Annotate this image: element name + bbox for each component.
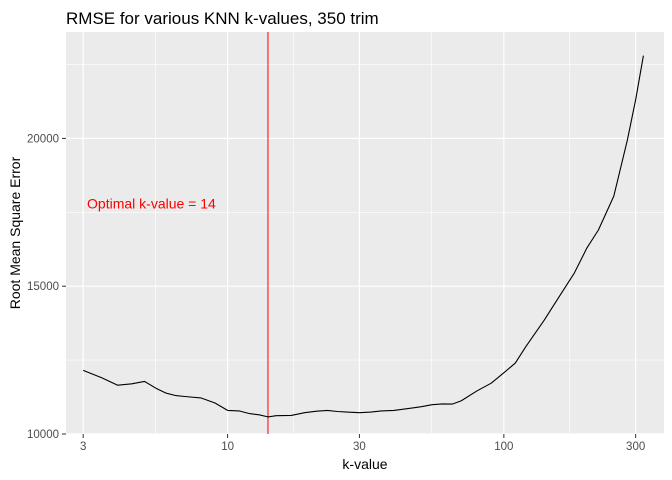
x-tick-label: 3 xyxy=(80,441,86,453)
y-tick-label: 15000 xyxy=(27,281,59,293)
y-tick-label: 10000 xyxy=(27,429,59,441)
y-axis-title: Root Mean Square Error xyxy=(7,156,23,309)
x-tick-label: 10 xyxy=(221,441,234,453)
grid-lines xyxy=(66,32,664,435)
optimal-k-annotation: Optimal k-value = 14 xyxy=(87,195,216,211)
rmse-series-line xyxy=(82,55,644,418)
x-tick-label: 300 xyxy=(626,441,645,453)
x-axis-title: k-value xyxy=(342,456,387,472)
y-tick-label: 20000 xyxy=(27,133,59,145)
chart-title: RMSE for various KNN k-values, 350 trim xyxy=(66,9,379,28)
x-tick-label: 100 xyxy=(494,441,513,453)
axes: 3 10 30 100 300 10000 15000 20000 xyxy=(27,133,645,453)
x-tick-label: 30 xyxy=(353,441,366,453)
plot-panel xyxy=(66,32,664,434)
data-layer xyxy=(82,32,644,434)
